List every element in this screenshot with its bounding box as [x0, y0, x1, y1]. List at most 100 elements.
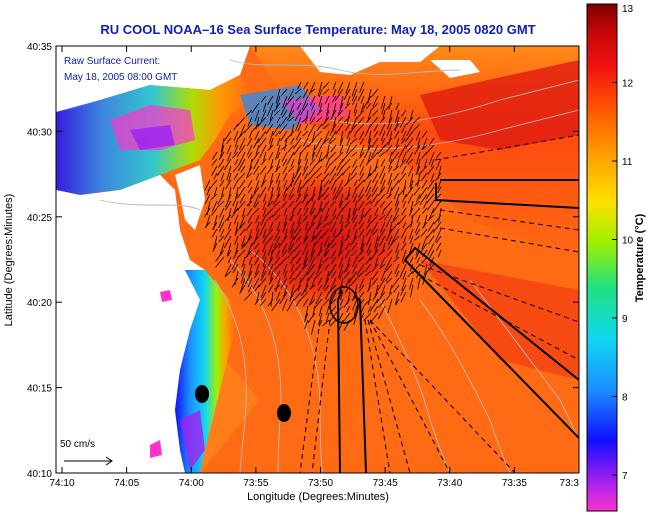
current-vector [297, 214, 302, 224]
land-north-2 [300, 46, 440, 75]
current-vector [247, 228, 253, 241]
current-vector [373, 123, 379, 132]
current-vector [381, 102, 386, 115]
current-vector [409, 256, 414, 264]
current-vector [360, 102, 365, 113]
current-vector [344, 284, 351, 294]
y-tick-label: 40:20 [27, 298, 52, 309]
current-vector [378, 249, 386, 256]
current-vector [355, 123, 365, 133]
current-vector [255, 214, 260, 224]
current-vector [353, 228, 358, 240]
current-vector [403, 235, 407, 244]
current-vector [429, 249, 435, 259]
current-vector [238, 123, 246, 139]
y-tick-label: 40:10 [27, 469, 52, 480]
current-vector [330, 249, 337, 260]
current-vector [266, 235, 274, 244]
current-vector [272, 193, 281, 205]
current-vector [350, 235, 358, 246]
current-vector [294, 221, 302, 234]
current-vector [287, 88, 295, 101]
current-vector [311, 319, 316, 335]
current-vector [379, 165, 386, 179]
current-vector [309, 298, 316, 306]
current-vector [401, 277, 407, 292]
current-vector [278, 235, 288, 248]
current-vector [380, 116, 386, 124]
current-vector [295, 95, 302, 102]
land-north [56, 46, 250, 112]
current-vector [290, 221, 295, 234]
current-vector [275, 291, 281, 301]
current-vector [210, 193, 218, 200]
current-vector [325, 312, 330, 324]
current-vector [273, 263, 281, 272]
current-vector [405, 186, 414, 198]
current-vector [329, 165, 337, 176]
current-vector [307, 137, 316, 148]
current-vector [340, 130, 344, 143]
current-vector [341, 158, 351, 169]
current-vector [231, 207, 239, 219]
current-vector [405, 151, 414, 164]
current-vector [282, 186, 288, 198]
current-vector [394, 130, 400, 139]
current-vector [364, 263, 372, 272]
current-vector [289, 284, 295, 300]
current-vector [322, 88, 330, 95]
current-vector [372, 109, 379, 117]
current-vector [284, 130, 295, 142]
current-vector [285, 95, 295, 106]
current-vector [304, 305, 309, 320]
current-vector [407, 270, 414, 278]
radar-lines [299, 134, 579, 473]
current-vector [379, 151, 386, 157]
current-vector [227, 249, 232, 257]
current-vector [401, 109, 407, 117]
current-vector [260, 270, 267, 282]
plot-frame [55, 45, 580, 474]
current-vector [349, 144, 358, 153]
current-vector [365, 186, 372, 197]
current-vector [234, 158, 239, 166]
current-vector [260, 158, 267, 166]
current-vector [327, 284, 337, 294]
current-vector [282, 193, 288, 201]
y-tick-label: 40:15 [27, 384, 52, 395]
current-vector [246, 200, 253, 207]
current-vector [262, 228, 267, 239]
current-vector [351, 207, 358, 221]
current-vector [211, 158, 218, 166]
current-vector [204, 193, 211, 205]
current-vector [353, 179, 358, 187]
current-vector [367, 137, 372, 150]
current-vector [288, 214, 295, 221]
current-vector [337, 249, 344, 257]
current-vector [276, 221, 281, 232]
current-vector [279, 116, 288, 128]
current-vector [226, 144, 232, 155]
current-vector [394, 291, 400, 305]
current-vector [325, 270, 330, 285]
current-vector [331, 95, 337, 103]
current-vector [232, 179, 239, 190]
current-vector [225, 193, 232, 208]
current-vector [359, 81, 365, 93]
current-vector [258, 277, 267, 288]
current-vector [330, 298, 337, 305]
current-vector [414, 179, 421, 186]
current-vector [213, 235, 218, 250]
warm-core [210, 160, 430, 320]
current-vector [372, 228, 379, 236]
current-vector [296, 102, 302, 110]
current-vector [398, 172, 407, 184]
current-vector [233, 249, 239, 260]
current-vector [231, 256, 239, 271]
current-vector [388, 109, 393, 125]
current-vector [233, 130, 239, 142]
current-vector [218, 221, 225, 232]
current-vector [317, 277, 323, 285]
current-vector [286, 298, 295, 312]
current-vector [311, 214, 316, 225]
